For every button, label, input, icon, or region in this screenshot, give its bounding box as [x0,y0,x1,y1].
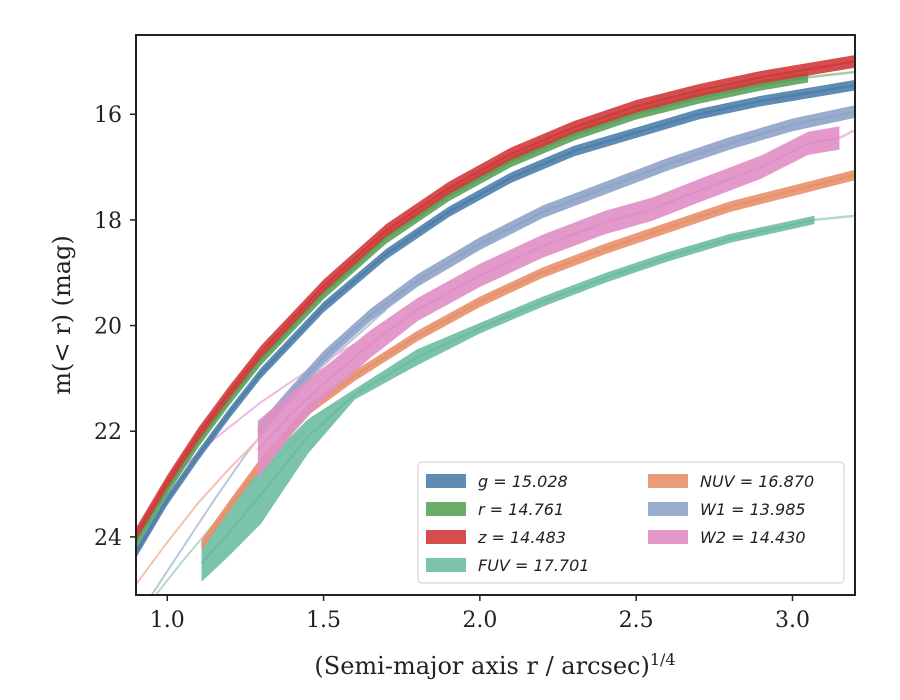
faint-model-line-1 [150,308,387,595]
legend-label-fuv: FUV = 17.701 [478,556,589,575]
legend-box [417,461,845,584]
legend-label-w1: W1 = 13.985 [700,500,806,519]
series-bands [136,55,855,582]
series-w2-line [257,136,840,451]
x-tick-label: 2.0 [462,608,497,633]
legend-label-nuv: NUV = 16.870 [700,472,814,491]
series-w2-extension [838,128,855,140]
y-axis-ticks: 16 18 20 22 24 [94,103,136,551]
x-tick-label: 2.5 [619,608,654,633]
y-tick-label: 16 [94,103,122,128]
legend-swatch-g [426,474,466,488]
legend-label-z: z = 14.483 [477,528,566,547]
x-tick-label: 1.0 [150,608,185,633]
faint-model-line-2 [136,435,262,585]
legend-label-r: r = 14.761 [478,500,564,519]
legend-swatch-w1 [648,502,688,516]
legend-label-g: g = 15.028 [478,472,568,491]
series-w2-band [257,126,840,479]
y-axis-label: m(< r) (mag) [48,235,76,394]
legend-label-w2: W2 = 14.430 [700,528,806,547]
series-fuv-extension [814,214,855,222]
x-axis-label: (Semi-major axis r / arcsec)1/4 [314,650,675,681]
y-tick-label: 22 [94,420,122,445]
plot-frame [135,34,856,596]
legend-swatch-z [426,530,466,544]
series-r-extension [807,70,855,79]
y-tick-label: 18 [94,209,122,234]
series-g-line [136,84,855,554]
series-fuv-line [200,218,815,565]
legend-swatch-w2 [648,530,688,544]
series-r-line [136,76,809,543]
series-z-line [136,60,855,535]
series-w1-line [257,110,855,432]
legend: g = 15.028 r = 14.761 z = 14.483 FUV = 17.7… [417,461,845,584]
y-tick-label: 20 [94,315,122,340]
x-axis-ticks: 1.0 1.5 2.0 2.5 3.0 [150,595,810,633]
x-tick-label: 1.5 [306,608,341,633]
legend-swatch-nuv [648,474,688,488]
x-tick-label: 3.0 [775,608,810,633]
y-tick-label: 24 [94,526,122,551]
legend-swatch-fuv [426,558,466,572]
legend-swatch-r [426,502,466,516]
